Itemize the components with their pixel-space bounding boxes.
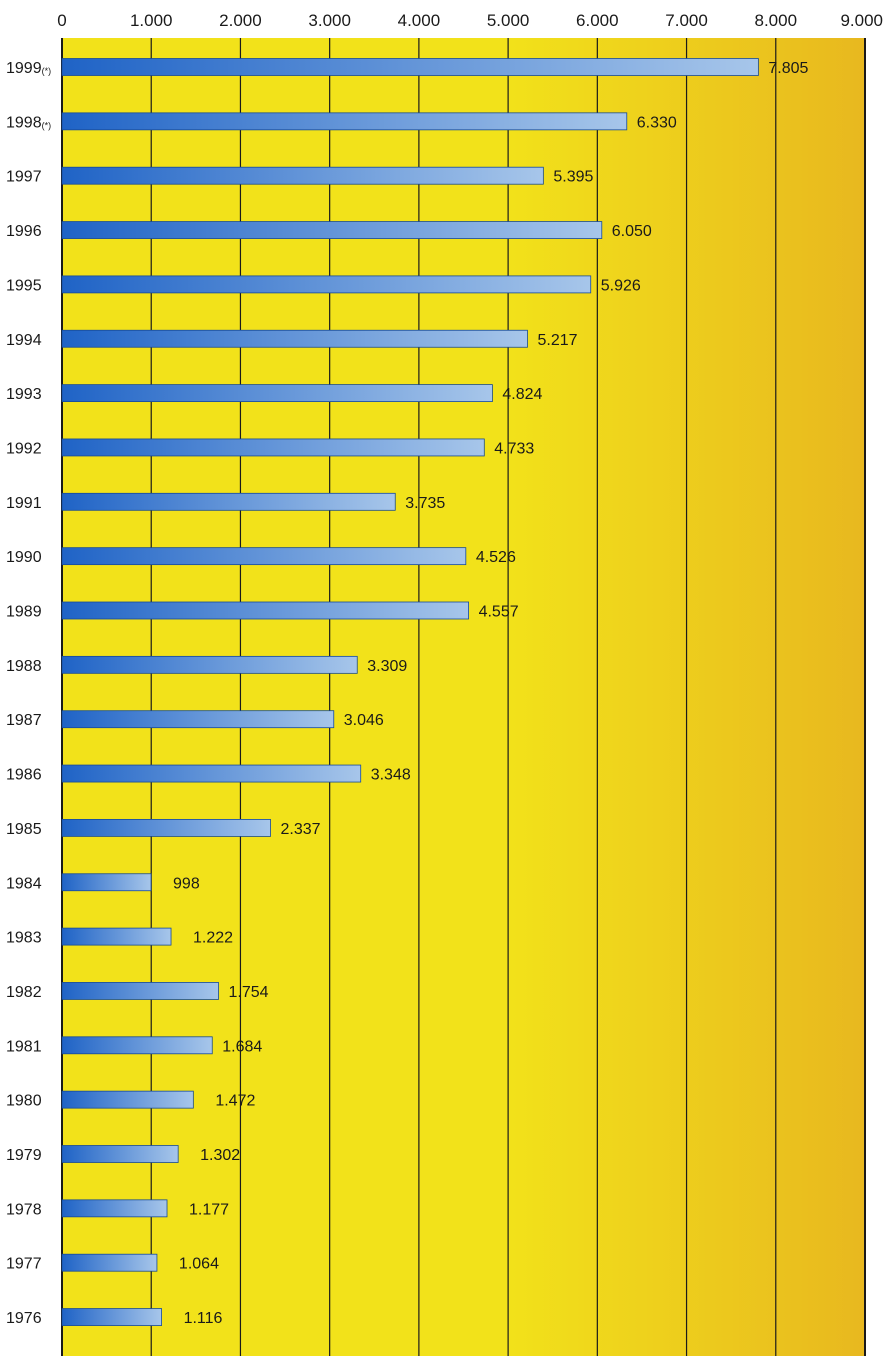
data-label: 3.309 — [367, 658, 407, 675]
category-label: 1991 — [6, 495, 42, 512]
category-label: 1986 — [6, 767, 42, 784]
category-labels: 1999(*) 1998(*) 1997 1996 1995 1994 1993 1992 19… — [6, 60, 51, 1327]
data-label: 1.116 — [184, 1310, 223, 1327]
data-label: 7.805 — [768, 60, 808, 77]
bars — [61, 58, 759, 1326]
category-label: 1976 — [6, 1310, 42, 1327]
category-label: 1989 — [6, 604, 42, 621]
category-label: 1981 — [6, 1038, 42, 1055]
bar — [61, 1253, 158, 1272]
category-label: 1984 — [6, 875, 42, 892]
data-label: 1.754 — [228, 984, 268, 1001]
bar — [61, 655, 358, 674]
bar — [61, 873, 152, 892]
category-label: 1993 — [6, 386, 42, 403]
data-label: 5.395 — [553, 169, 593, 186]
bar — [61, 1145, 179, 1163]
data-label: 5.926 — [601, 277, 641, 294]
x-tick-label: 5.000 — [487, 11, 530, 30]
category-mark: (*) — [42, 66, 52, 76]
data-label: 1.472 — [215, 1093, 255, 1110]
bar — [61, 112, 628, 131]
data-label: 1.302 — [200, 1147, 240, 1164]
x-tick-label: 3.000 — [308, 11, 351, 30]
bar — [61, 710, 335, 729]
x-tick-label: 4.000 — [398, 11, 441, 30]
x-axis-ticks: 0 1.000 2.000 3.000 4.000 5.000 6.000 7.000 8.00… — [57, 11, 883, 30]
x-tick-label: 7.000 — [665, 11, 708, 30]
bar — [61, 329, 528, 348]
grid-lines — [61, 38, 866, 1356]
bar — [61, 1199, 168, 1218]
category-label: 1985 — [6, 821, 42, 838]
x-tick-label: 2.000 — [219, 11, 262, 30]
data-label: 1.222 — [193, 930, 233, 947]
x-tick-label: 9.000 — [840, 11, 883, 30]
data-label: 4.733 — [494, 440, 534, 457]
bar — [61, 275, 592, 294]
data-label: 3.348 — [371, 767, 411, 784]
data-label: 998 — [173, 875, 200, 892]
data-label: 1.177 — [189, 1201, 229, 1218]
data-label: 5.217 — [537, 332, 577, 349]
x-tick-label: 1.000 — [130, 11, 173, 30]
data-label: 2.337 — [281, 821, 321, 838]
category-label: 1999(*) — [6, 60, 51, 77]
category-label: 1998(*) — [6, 114, 51, 131]
category-label: 1983 — [6, 930, 42, 947]
bar — [61, 1090, 194, 1109]
category-label: 1990 — [6, 549, 42, 566]
data-label: 1.064 — [179, 1256, 219, 1273]
category-label: 1995 — [6, 277, 42, 294]
category-mark: (*) — [42, 120, 52, 130]
data-label: 4.526 — [476, 549, 516, 566]
category-label: 1992 — [6, 440, 42, 457]
bar — [61, 1308, 162, 1326]
x-tick-label: 8.000 — [755, 11, 798, 30]
category-label: 1979 — [6, 1147, 42, 1164]
data-label: 3.046 — [344, 712, 384, 729]
category-label: 1980 — [6, 1093, 42, 1110]
data-label: 1.684 — [222, 1038, 262, 1055]
bar — [61, 547, 467, 566]
bar — [61, 1036, 213, 1055]
bar — [61, 492, 396, 511]
x-tick-label: 6.000 — [576, 11, 619, 30]
bar — [61, 982, 219, 1000]
data-label: 4.557 — [479, 604, 519, 621]
category-label: 1994 — [6, 332, 42, 349]
bar — [61, 58, 759, 76]
category-label: 1978 — [6, 1201, 42, 1218]
bar — [61, 221, 603, 239]
category-label: 1987 — [6, 712, 42, 729]
bar — [61, 384, 493, 403]
category-label: 1982 — [6, 984, 42, 1001]
bar — [61, 438, 485, 457]
bar — [61, 764, 362, 783]
bar — [61, 601, 469, 620]
x-tick-label: 0 — [57, 11, 66, 30]
bar — [61, 166, 544, 185]
data-label: 6.330 — [637, 114, 677, 131]
category-label: 1977 — [6, 1256, 42, 1273]
bar — [61, 927, 172, 946]
data-label: 4.824 — [502, 386, 542, 403]
bar — [61, 819, 271, 837]
data-labels: 7.805 6.330 5.395 6.050 5.926 5.217 4.824 4.733… — [173, 60, 808, 1327]
data-label: 6.050 — [612, 223, 652, 240]
data-label: 3.735 — [405, 495, 445, 512]
plot-background — [62, 38, 865, 1356]
category-label: 1996 — [6, 223, 42, 240]
category-label: 1988 — [6, 658, 42, 675]
category-label: 1997 — [6, 169, 42, 186]
